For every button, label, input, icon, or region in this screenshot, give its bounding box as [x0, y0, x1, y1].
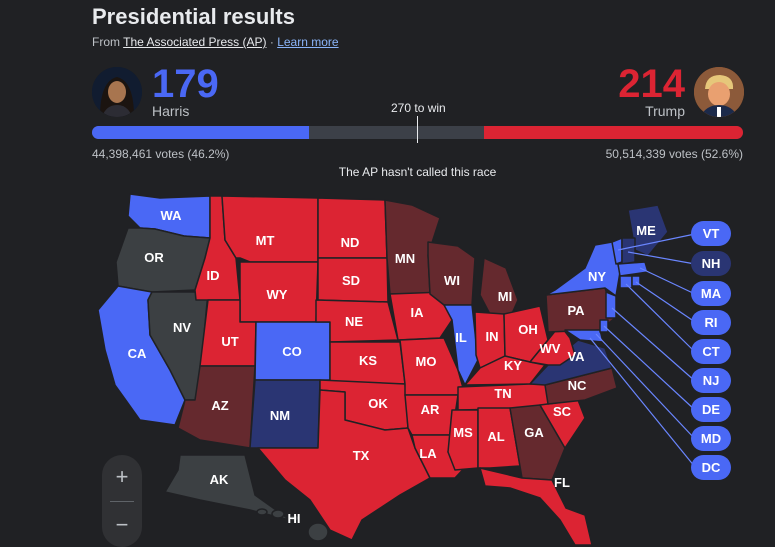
label-KS: KS [359, 353, 377, 368]
bubble-label-NJ: NJ [703, 373, 720, 388]
trump-avatar [694, 67, 744, 117]
label-WV: WV [540, 341, 561, 356]
label-OR: OR [144, 250, 164, 265]
bubble-label-MA: MA [701, 286, 722, 301]
threshold-label: 270 to win [391, 101, 446, 115]
label-MI: MI [498, 289, 512, 304]
label-MO: MO [416, 354, 437, 369]
harris-popular-votes: 44,398,461 votes (46.2%) [92, 147, 230, 161]
bubble-RI[interactable]: RI [691, 310, 731, 335]
harris-electoral-votes: 179 [152, 62, 219, 106]
state-GA[interactable] [509, 404, 566, 481]
label-AZ: AZ [211, 398, 228, 413]
label-OK: OK [368, 396, 388, 411]
bubble-NH[interactable]: NH [691, 251, 731, 276]
state-AK[interactable] [164, 454, 291, 521]
state-MI[interactable] [479, 257, 519, 319]
zoom-divider [110, 501, 134, 502]
trump-bar-fill [484, 126, 743, 139]
label-SC: SC [553, 404, 572, 419]
label-WI: WI [444, 273, 460, 288]
bubble-label-VT: VT [703, 226, 720, 241]
label-AR: AR [421, 402, 440, 417]
source-separator: · [266, 35, 278, 49]
learn-more-link[interactable]: Learn more [277, 35, 339, 49]
callout-lines [589, 233, 696, 468]
state-FL[interactable] [479, 467, 593, 546]
label-MT: MT [256, 233, 275, 248]
label-LA: LA [419, 446, 437, 461]
trump-popular-votes: 50,514,339 votes (52.6%) [605, 147, 743, 161]
bubble-label-MD: MD [701, 431, 721, 446]
harris-avatar [92, 67, 142, 117]
label-WY: WY [267, 287, 288, 302]
bubble-DC[interactable]: DC [691, 455, 731, 480]
label-TX: TX [353, 448, 370, 463]
state-NJ[interactable] [605, 291, 617, 319]
bubble-DE[interactable]: DE [691, 397, 731, 422]
label-GA: GA [524, 425, 544, 440]
label-MN: MN [395, 251, 415, 266]
label-WA: WA [161, 208, 183, 223]
state-AZ[interactable] [177, 365, 256, 449]
label-UT: UT [221, 334, 238, 349]
label-MS: MS [453, 425, 473, 440]
trump-name: Trump [645, 103, 685, 119]
label-PA: PA [567, 303, 585, 318]
page-title: Presidential results [92, 4, 295, 29]
bubble-CT[interactable]: CT [691, 339, 731, 364]
label-SD: SD [342, 273, 360, 288]
label-NE: NE [345, 314, 363, 329]
label-ND: ND [341, 235, 360, 250]
label-IN: IN [486, 329, 499, 344]
label-ME: ME [636, 223, 656, 238]
bubble-label-DE: DE [702, 402, 720, 417]
source-link[interactable]: The Associated Press (AP) [123, 35, 267, 49]
label-OH: OH [518, 322, 538, 337]
label-NM: NM [270, 408, 290, 423]
zoom-control: + − [102, 455, 142, 547]
label-NV: NV [173, 320, 191, 335]
trump-electoral-votes: 214 [618, 62, 685, 106]
label-VA: VA [567, 349, 585, 364]
bubble-MD[interactable]: MD [691, 426, 731, 451]
label-FL: FL [554, 475, 570, 490]
harris-bar-fill [92, 126, 309, 139]
label-IA: IA [411, 305, 425, 320]
label-ID: ID [207, 268, 220, 283]
race-status: The AP hasn't called this race [338, 165, 497, 179]
state-CT[interactable] [619, 275, 633, 289]
state-MS[interactable] [447, 409, 479, 471]
label-HI: HI [288, 511, 301, 526]
state-NY[interactable] [545, 241, 621, 297]
source-prefix: From [92, 35, 124, 49]
state-WV[interactable] [529, 324, 576, 366]
bubble-MA[interactable]: MA [691, 281, 731, 306]
bubble-VT[interactable]: VT [691, 221, 731, 246]
threshold-line [417, 116, 418, 143]
label-NY: NY [588, 269, 606, 284]
bubble-NJ[interactable]: NJ [691, 368, 731, 393]
zoom-out-button[interactable]: − [115, 512, 129, 537]
source-line: From The Associated Press (AP) · Learn m… [92, 35, 339, 49]
label-NC: NC [568, 378, 587, 393]
state-MT[interactable] [221, 195, 319, 263]
label-IL: IL [455, 330, 467, 345]
label-TN: TN [494, 386, 511, 401]
label-CA: CA [128, 346, 147, 361]
state-HI[interactable] [256, 508, 329, 542]
label-KY: KY [504, 358, 522, 373]
state-NH[interactable] [621, 237, 636, 265]
label-CO: CO [282, 344, 302, 359]
bubble-label-RI: RI [705, 315, 718, 330]
label-AK: AK [210, 472, 229, 487]
bubble-label-DC: DC [702, 460, 721, 475]
label-AL: AL [487, 429, 504, 444]
bubble-label-NH: NH [702, 256, 721, 271]
bubble-label-CT: CT [702, 344, 719, 359]
state-AL[interactable] [477, 407, 521, 469]
harris-name: Harris [152, 103, 190, 119]
zoom-in-button[interactable]: + [115, 464, 129, 489]
